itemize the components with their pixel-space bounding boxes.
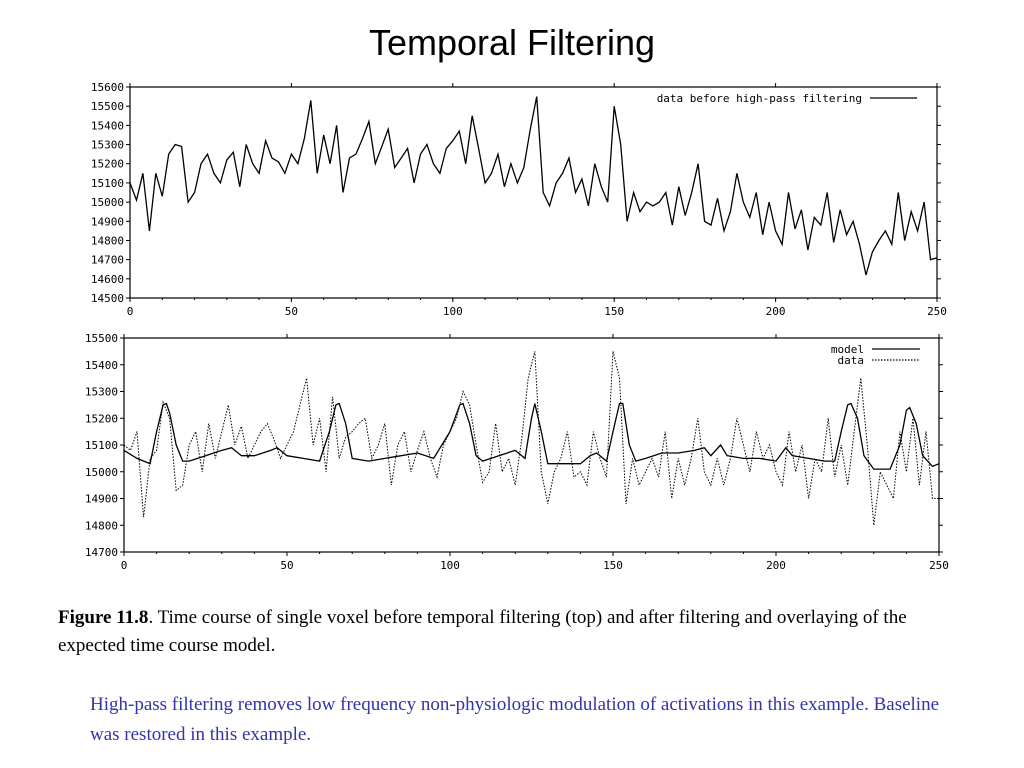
x-tick-label: 50 bbox=[280, 559, 293, 572]
series-line-model bbox=[123, 402, 940, 470]
x-tick-label: 200 bbox=[766, 559, 786, 572]
y-tick-label: 14900 bbox=[85, 493, 118, 506]
y-tick-label: 15000 bbox=[91, 196, 124, 209]
y-tick-label: 15400 bbox=[85, 359, 118, 372]
y-tick-label: 15200 bbox=[85, 412, 118, 425]
y-tick-label: 15600 bbox=[91, 81, 124, 94]
x-tick-label: 250 bbox=[929, 559, 949, 572]
x-tick-label: 200 bbox=[766, 305, 786, 316]
series-line-data bbox=[123, 351, 939, 526]
y-tick-label: 15000 bbox=[85, 466, 118, 479]
x-tick-label: 100 bbox=[440, 559, 460, 572]
figure-caption: Figure 11.8. Time course of single voxel… bbox=[58, 604, 958, 660]
y-tick-label: 15400 bbox=[91, 119, 124, 132]
legend-label: data bbox=[838, 354, 865, 367]
y-tick-label: 14700 bbox=[85, 546, 118, 559]
y-tick-label: 14800 bbox=[91, 234, 124, 247]
y-tick-label: 15100 bbox=[91, 177, 124, 190]
series-line-data-before-high-pass-filtering bbox=[129, 96, 938, 276]
y-tick-label: 14800 bbox=[85, 519, 118, 532]
explanatory-note: High-pass filtering removes low frequenc… bbox=[90, 694, 940, 745]
x-tick-label: 250 bbox=[927, 305, 947, 316]
figure-label: Figure 11.8 bbox=[58, 607, 149, 628]
y-tick-label: 15200 bbox=[91, 158, 124, 171]
y-tick-label: 14600 bbox=[91, 273, 124, 286]
plot-frame bbox=[123, 337, 940, 553]
y-tick-label: 14900 bbox=[91, 215, 124, 228]
x-tick-label: 100 bbox=[443, 305, 463, 316]
x-tick-label: 50 bbox=[285, 305, 298, 316]
figure-caption-text: . Time course of single voxel before tem… bbox=[58, 607, 907, 656]
x-tick-label: 150 bbox=[604, 305, 624, 316]
y-tick-label: 15500 bbox=[85, 332, 118, 345]
plot-frame bbox=[129, 86, 938, 299]
x-tick-label: 0 bbox=[127, 305, 134, 316]
bottom-chart: 14700 14800 14900 15000 15100 15200 15300 15400… bbox=[85, 332, 949, 572]
y-tick-label: 15100 bbox=[85, 439, 118, 452]
slide-title: Temporal Filtering bbox=[368, 22, 656, 63]
y-tick-label: 14500 bbox=[91, 292, 124, 305]
y-tick-label: 14700 bbox=[91, 254, 124, 267]
y-tick-label: 15500 bbox=[91, 100, 124, 113]
x-tick-label: 0 bbox=[121, 559, 128, 572]
y-tick-label: 15300 bbox=[85, 386, 118, 399]
y-tick-label: 15300 bbox=[91, 139, 124, 152]
legend-label: data before high-pass filtering bbox=[657, 92, 862, 105]
x-tick-label: 150 bbox=[603, 559, 623, 572]
top-chart: 14500 14600 14700 14800 14900 15000 15100 15200… bbox=[91, 81, 947, 316]
legend-label: model bbox=[831, 343, 864, 356]
